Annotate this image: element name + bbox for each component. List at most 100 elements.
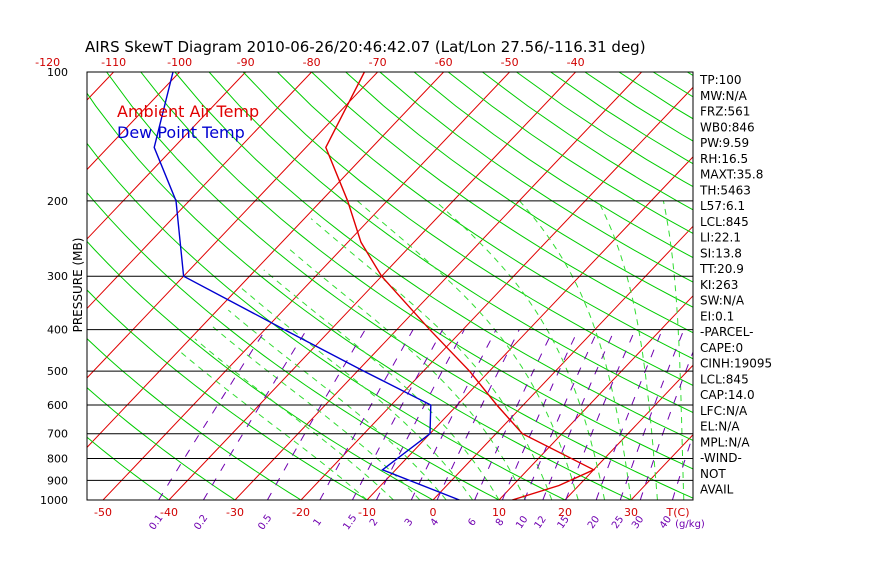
pressure-tick-label: 300 [47,270,68,283]
top-tick-label: -50 [501,56,519,69]
pressure-axis: 100 200 300 400 500 600 700 800 900 1000 [40,66,68,507]
mixing-ratio-label: 20 [586,514,602,531]
legend-ambient-air-temp: Ambient Air Temp [117,102,259,121]
dry-adiabat-line [277,72,870,500]
mixing-ratio-line [640,330,701,500]
moist-adiabat-line [357,201,578,500]
moist-adiabat-line [211,325,420,500]
dry-adiabat-line [824,72,870,500]
pressure-tick-label: 200 [47,195,68,208]
dry-adiabat-line [448,72,870,500]
top-tick-label: -80 [303,56,321,69]
index-item: PW:9.59 [700,136,749,150]
mixing-ratio-label: 10 [514,514,530,531]
top-tick-label: -90 [237,56,255,69]
bottom-tick-label: 10 [492,506,506,519]
mixing-ratio-label: 12 [533,514,549,531]
mixing-ratio-label: 3 [403,517,416,529]
bottom-tick-label: -10 [358,506,376,519]
dry-adiabat-line [653,72,870,500]
mixing-ratio-label: 0.5 [256,513,274,532]
mixing-ratio-line [524,330,598,500]
mixing-ratio-unit: (g/kg) [675,519,705,530]
bottom-tick-label: 0 [430,506,437,519]
pressure-tick-label: 800 [47,453,68,466]
pressure-tick-label: 400 [47,324,68,337]
bottom-tick-label: -30 [226,506,244,519]
pressure-tick-label: 500 [47,365,68,378]
dry-adiabat-line [346,72,870,500]
isotherm-line [433,72,840,500]
chart-title: AIRS SkewT Diagram 2010-06-26/20:46:42.0… [85,38,646,56]
index-item: LCL:845 [700,372,749,386]
index-item: SI:13.8 [700,246,742,260]
isotherm-line [0,72,48,500]
index-item: TP:100 [699,73,742,87]
dry-adiabat-line [482,72,870,500]
mixing-ratio-lines [159,330,731,500]
pressure-tick-label: 900 [47,474,68,487]
index-item: CAP:14.0 [700,388,755,402]
index-item: -WIND- [700,451,742,465]
pressure-tick-label: 1000 [40,494,68,507]
moist-adiabat-line [264,270,499,500]
bottom-tick-label: -40 [160,506,178,519]
moist-adiabat-line [180,352,367,500]
isobar-lines [87,201,693,481]
bottom-tick-label: -20 [292,506,310,519]
index-item: WB0:846 [700,120,755,134]
mixing-ratio-line [437,330,519,500]
top-tick-label: -70 [369,56,387,69]
index-item: NOT [700,467,726,481]
legend-dew-point-temp: Dew Point Temp [117,123,245,142]
isotherm-line [235,72,642,500]
dry-adiabat-line [756,72,870,500]
legend: Ambient Air Temp Dew Point Temp [117,102,259,142]
index-item: LI:22.1 [700,231,741,245]
top-tick-label: -100 [167,56,192,69]
top-tick-label: -40 [567,56,585,69]
top-tick-label: -60 [435,56,453,69]
pressure-tick-label: 700 [47,428,68,441]
index-item: RH:16.5 [700,152,748,166]
index-item: LCL:845 [700,215,749,229]
moist-adiabat-line [290,250,526,500]
mixing-ratio-line [566,330,635,500]
index-item: TT:20.9 [699,262,744,276]
y-axis-label: PRESSURE (MB) [71,238,85,333]
index-item: MAXT:35.8 [700,168,763,182]
index-item: SW:N/A [700,294,745,308]
index-item: FRZ:561 [700,105,750,119]
top-tick-label: -110 [101,56,126,69]
mixing-ratio-label: 0.2 [192,513,210,532]
ambient-air-temp-line [326,72,594,500]
pressure-tick-label: 100 [47,66,68,79]
dry-adiabat-line [790,72,870,500]
index-item: MW:N/A [700,89,748,103]
isotherm-line [631,72,870,500]
index-item: AVAIL [700,483,734,497]
index-item: L57:6.1 [700,199,745,213]
index-item: KI:263 [700,278,738,292]
isotherm-line [829,72,870,500]
pressure-tick-label: 600 [47,399,68,412]
mixing-ratio-label: 6 [466,517,479,529]
index-item: MPL:N/A [700,435,750,449]
dry-adiabat-line [414,72,870,500]
mixing-ratio-label: 1 [312,517,325,529]
top-temperature-axis: -120-110-100-90-80-70-60-50-40 [35,56,584,69]
index-item: CAPE:0 [700,341,743,355]
moist-adiabat-line [242,288,473,500]
mixing-ratio-label: 1.5 [341,513,359,532]
isotherm-line [763,72,870,500]
index-item: EL:N/A [700,420,740,434]
mixing-ratio-line [596,330,662,500]
index-item: -PARCEL- [700,325,754,339]
bottom-tick-label: -50 [94,506,112,519]
index-item: EI:0.1 [700,309,734,323]
dry-adiabat-line [858,72,870,500]
